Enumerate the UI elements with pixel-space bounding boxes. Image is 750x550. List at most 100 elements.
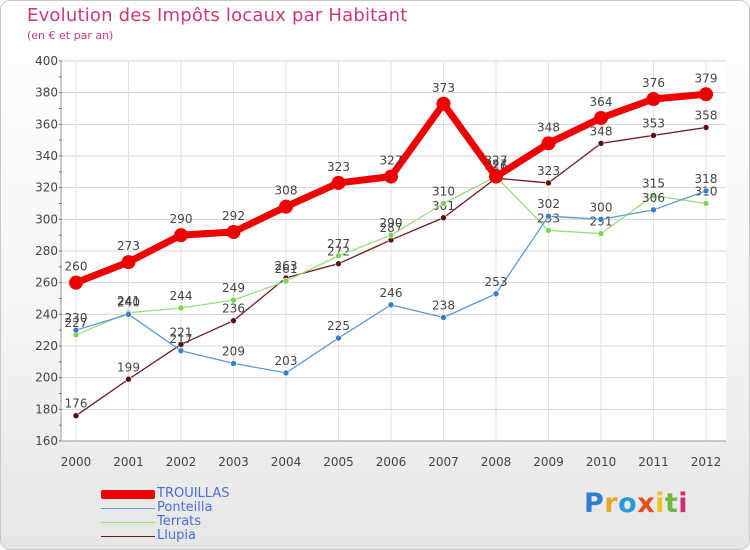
data-label: 221: [170, 325, 193, 339]
data-label: 230: [65, 311, 88, 325]
data-label: 300: [590, 200, 613, 214]
data-point: [440, 314, 447, 321]
data-label: 241: [117, 294, 140, 308]
logo-letter: r: [604, 488, 619, 519]
data-label: 302: [537, 197, 560, 211]
data-point: [545, 212, 552, 220]
data-point: [174, 228, 188, 243]
data-label: 244: [170, 289, 193, 303]
data-point: [646, 92, 661, 106]
chart-title: Evolution des Impôts locaux par Habitant: [27, 5, 408, 26]
legend-swatch-terrats: [101, 522, 155, 523]
data-point: [125, 311, 132, 318]
x-tick-label: 2010: [586, 455, 617, 469]
legend-swatch-ponteilla: [101, 508, 155, 509]
data-point: [597, 140, 605, 147]
data-label: 273: [117, 239, 140, 253]
data-point: [597, 216, 605, 223]
data-point: [177, 347, 185, 355]
data-label: 227: [65, 316, 88, 330]
x-tick-label: 2009: [533, 455, 564, 469]
data-label: 240: [117, 295, 140, 309]
data-point: [436, 96, 451, 111]
logo-letter: P: [584, 488, 605, 519]
data-point: [279, 199, 293, 214]
data-point: [121, 255, 136, 270]
x-tick-label: 2005: [323, 455, 354, 469]
legend-label-terrats: Terrats: [157, 514, 202, 529]
data-label: 364: [590, 95, 613, 109]
data-label: 323: [327, 160, 350, 174]
data-label: 318: [695, 172, 718, 186]
data-label: 373: [432, 81, 455, 95]
data-label: 199: [117, 360, 140, 374]
data-point: [699, 87, 713, 102]
data-point: [702, 187, 710, 195]
data-point: [226, 225, 241, 239]
data-label: 277: [327, 237, 350, 251]
x-tick-label: 2002: [166, 455, 197, 469]
data-label: 348: [590, 124, 613, 138]
legend-label-llupia: Llupia: [157, 528, 196, 543]
data-point: [335, 252, 342, 260]
data-point: [650, 206, 657, 214]
data-label: 236: [222, 302, 245, 316]
proxiti-logo: Proxiti: [584, 488, 688, 519]
data-point: [492, 290, 500, 298]
data-label: 225: [327, 319, 350, 333]
legend-swatch-trouillas: [101, 490, 155, 499]
logo-letter: i: [655, 488, 665, 519]
data-label: 263: [275, 259, 298, 273]
data-point: [594, 111, 608, 125]
data-label: 253: [485, 275, 508, 289]
data-point: [650, 132, 657, 139]
data-label: 327: [485, 154, 508, 168]
legend-swatch-llupia: [101, 536, 155, 537]
data-point: [331, 175, 346, 190]
data-point: [230, 296, 237, 304]
data-point: [440, 200, 447, 207]
y-tick-label: 200: [35, 371, 58, 385]
data-label: 348: [537, 120, 560, 134]
data-point: [177, 304, 185, 312]
data-label: 323: [537, 164, 560, 178]
x-tick-label: 2012: [691, 455, 722, 469]
y-tick-label: 380: [35, 86, 58, 100]
data-point: [650, 192, 657, 199]
data-point: [541, 136, 556, 151]
data-label: 290: [170, 212, 193, 226]
x-tick-label: 2008: [481, 455, 512, 469]
data-label: 217: [170, 332, 193, 346]
y-tick-label: 260: [35, 276, 58, 290]
data-point: [125, 375, 132, 383]
legend-label-ponteilla: Ponteilla: [157, 500, 213, 515]
y-tick-label: 320: [35, 181, 58, 195]
data-label: 290: [380, 216, 403, 230]
y-tick-label: 400: [35, 54, 58, 68]
y-tick-label: 240: [35, 307, 58, 321]
data-label: 249: [222, 281, 245, 295]
data-label: 176: [65, 397, 88, 411]
data-label: 306: [642, 191, 665, 205]
data-label: 327: [380, 154, 403, 168]
data-label: 310: [432, 185, 455, 199]
data-point: [489, 169, 503, 184]
data-point: [335, 260, 342, 267]
data-point: [335, 334, 342, 342]
logo-letter: o: [618, 488, 638, 519]
data-label: 308: [275, 184, 298, 198]
data-point: [177, 341, 185, 348]
y-tick-label: 280: [35, 244, 58, 258]
data-label: 315: [642, 177, 665, 191]
x-tick-label: 2006: [376, 455, 407, 469]
data-point: [230, 360, 237, 367]
data-point: [702, 124, 710, 131]
data-label: 379: [695, 71, 718, 85]
data-label: 261: [275, 262, 298, 276]
data-label: 260: [65, 260, 88, 274]
data-label: 353: [642, 116, 665, 130]
y-tick-label: 160: [35, 434, 58, 448]
data-point: [545, 227, 552, 234]
logo-letter: i: [678, 488, 689, 519]
